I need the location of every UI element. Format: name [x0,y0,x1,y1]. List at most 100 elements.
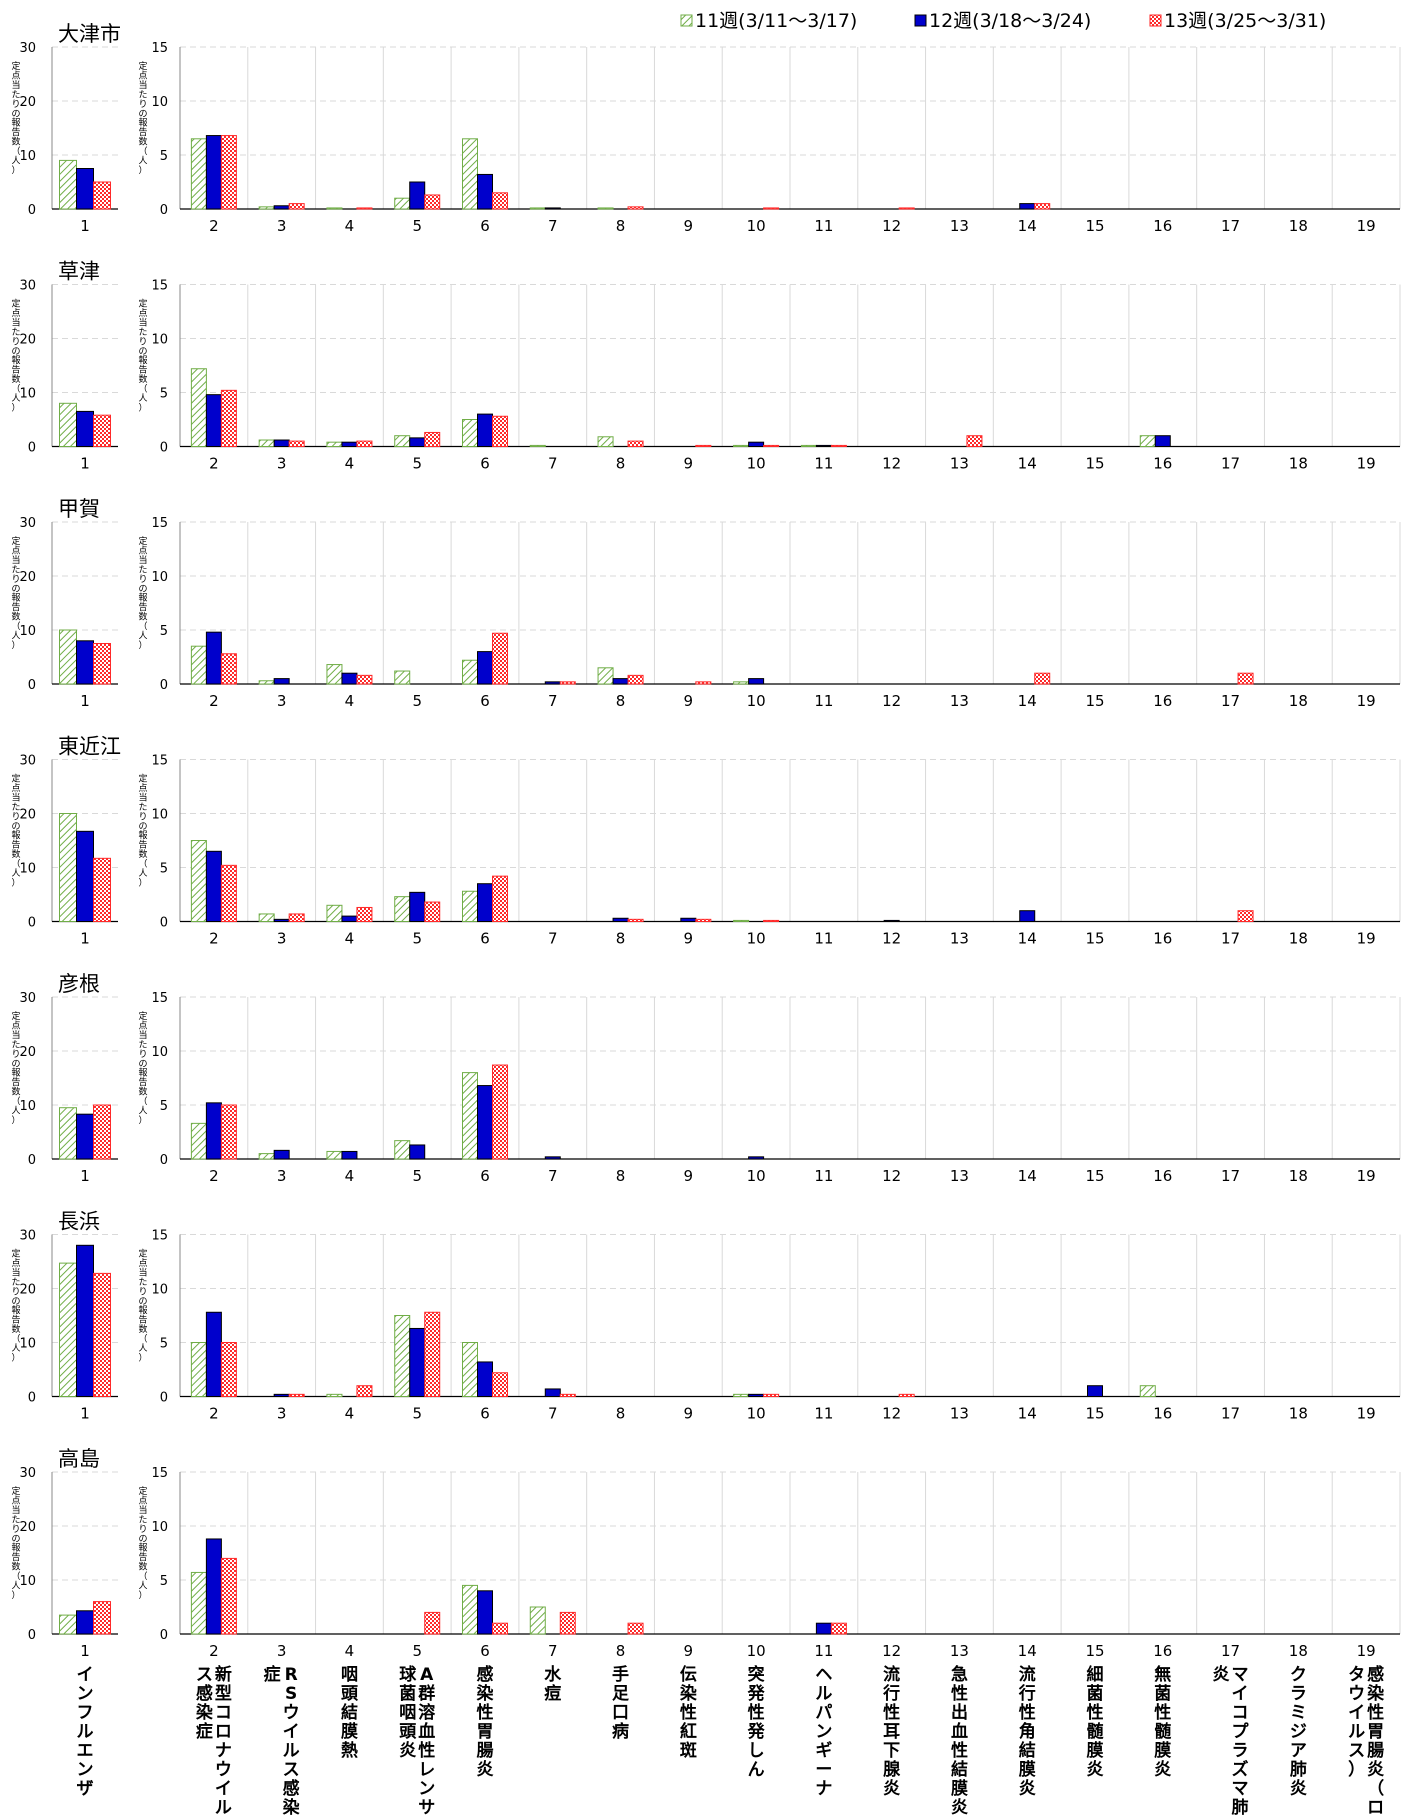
x-tick-label: 14 [1018,1167,1037,1185]
x-tick-label: 9 [684,1405,694,1423]
bar-w12-cat-5 [409,437,426,447]
bar-w12-cat-4 [341,672,358,685]
x-tick-label: 13 [950,1167,969,1185]
x-tick-label: 13 [950,217,969,235]
x-tick-label: 18 [1289,1642,1308,1660]
x-tick-label: 15 [1085,1642,1104,1660]
bar-w11-cat-2 [190,840,207,922]
region-title: 大津市 [58,22,121,46]
bar-w12-cat-10 [748,678,765,685]
x-tick-label: 13 [950,692,969,710]
bar-w13-cat-8 [627,674,644,685]
bar-w13-cat-6 [492,632,508,685]
y-tick-label: 5 [160,1574,168,1589]
bar-w13-cat-12 [898,207,915,210]
bar-w11-cat-4 [326,664,343,685]
bar-w13-cat-5 [424,901,441,922]
bar-w13-cat-1 [93,643,111,685]
x-tick-label: 18 [1289,692,1308,710]
category-name: 新型コロナウイルス感染症 [196,1664,232,1818]
x-tick-label: 14 [1018,930,1037,948]
x-tick-label: 19 [1357,1642,1376,1660]
left-y-axis-label: 定点当たりの報告数（人） [11,773,20,889]
region-panel: 高島0102030定点当たりの報告数（人）1051015定点当たりの報告数（人）… [11,1447,1401,1660]
bar-w13-cat-7 [559,1393,576,1397]
x-tick-label: 16 [1153,455,1172,473]
bar-w11-cat-11 [800,444,817,448]
bar-w13-cat-4 [356,440,373,448]
category-name: インフルエンザ [77,1665,94,1799]
x-tick-label: 5 [412,1405,422,1423]
y-tick-label: 0 [160,916,168,931]
category-name: 伝染性紅斑 [680,1664,697,1761]
y-tick-label: 30 [19,41,36,56]
x-tick-label: 15 [1085,455,1104,473]
x-tick-label: 5 [412,930,422,948]
y-tick-label: 15 [151,279,168,294]
bar-w13-cat-6 [492,415,508,448]
y-tick-label: 15 [151,1229,168,1244]
region-panel: 甲賀0102030定点当たりの報告数（人）1051015定点当たりの報告数（人）… [11,497,1401,710]
y-tick-label: 10 [19,1337,36,1352]
x-tick-label: 7 [548,1642,558,1660]
bar-w11-cat-6 [462,419,478,447]
y-tick-label: 0 [160,1628,168,1643]
y-tick-label: 10 [151,1520,168,1535]
bar-w12-cat-1 [76,168,94,210]
bar-w12-cat-12 [883,919,900,922]
x-tick-label: 2 [209,455,219,473]
category-name: クラミジア肺炎 [1290,1665,1307,1799]
y-tick-label: 10 [19,387,36,402]
x-tick-label: 3 [277,692,287,710]
x-tick-label: 3 [277,217,287,235]
bar-w13-cat-8 [627,440,644,448]
x-tick-label: 13 [950,930,969,948]
bar-w13-cat-6 [492,875,508,923]
bar-w11-cat-2 [190,1122,207,1160]
bar-w13-cat-2 [220,135,237,210]
x-tick-label: 2 [209,1405,219,1423]
x-tick-label: 4 [345,692,355,710]
x-tick-label: 3 [277,930,287,948]
x-tick-label: 6 [480,692,490,710]
bar-w12-cat-10 [748,1156,765,1160]
x-tick-label: 10 [747,1642,766,1660]
x-tick-label: 1 [80,217,90,235]
bar-w12-cat-1 [76,830,94,923]
category-name: 水痘 [544,1664,562,1704]
bar-w11-cat-8 [597,436,614,447]
x-tick-label: 9 [684,1167,694,1185]
x-tick-label: 11 [814,930,833,948]
x-tick-label: 6 [480,930,490,948]
bar-w11-cat-1 [59,813,77,922]
bar-w11-cat-10 [733,1393,750,1397]
x-tick-label: 7 [548,217,558,235]
region-panel: 長浜0102030定点当たりの報告数（人）1051015定点当たりの報告数（人）… [11,1210,1401,1423]
x-tick-label: 11 [814,455,833,473]
x-tick-label: 1 [80,1167,90,1185]
bar-w12-cat-3 [273,918,290,923]
bar-w13-cat-4 [356,674,373,685]
x-tick-label: 4 [345,1167,355,1185]
x-tick-label: 9 [684,692,694,710]
bar-w11-cat-1 [59,1107,77,1160]
left-y-axis-label: 定点当たりの報告数（人） [11,298,20,414]
x-tick-label: 15 [1085,1405,1104,1423]
y-tick-label: 0 [28,203,36,218]
y-tick-label: 5 [160,149,168,164]
y-tick-label: 0 [28,1391,36,1406]
right-y-axis-label: 定点当たりの報告数（人） [138,298,147,414]
x-tick-label: 5 [412,217,422,235]
bar-w11-cat-2 [190,138,207,210]
y-tick-label: 5 [160,624,168,639]
x-tick-label: 19 [1357,930,1376,948]
x-tick-label: 12 [882,692,901,710]
bar-w13-cat-1 [93,857,111,923]
x-tick-label: 10 [747,692,766,710]
bar-w13-cat-1 [93,1272,111,1398]
bar-w13-cat-11 [830,1622,847,1635]
category-labels: インフルエンザ 新型コロナウイルス感染症 R S ウイルス感染症 咽頭結膜熱 A 群溶血性レン… [77,1664,1385,1818]
x-tick-label: 7 [548,455,558,473]
bar-w12-cat-6 [477,413,493,448]
x-tick-label: 3 [277,1167,287,1185]
